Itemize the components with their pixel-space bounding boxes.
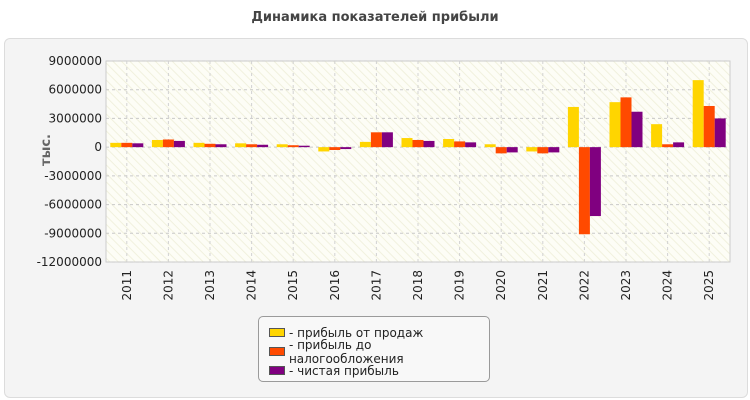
bar	[329, 147, 341, 151]
bar	[465, 142, 477, 148]
bar	[662, 144, 674, 148]
bar	[287, 145, 299, 148]
legend: - прибыль от продаж - прибыль до налогоо…	[258, 316, 490, 382]
y-tick-label: -12000000	[37, 255, 102, 269]
y-axis-label: тыс.	[39, 134, 54, 166]
bar	[589, 147, 601, 217]
legend-item: - прибыль от продаж	[269, 323, 489, 342]
bar	[537, 147, 549, 154]
x-tick-label: 2018	[411, 270, 425, 301]
bar	[298, 145, 310, 148]
legend-swatch	[269, 328, 285, 337]
x-tick-label: 2016	[328, 270, 342, 301]
y-tick-label: -6000000	[44, 198, 102, 212]
bar	[173, 140, 185, 148]
bar	[121, 142, 133, 148]
bar	[548, 147, 560, 153]
chart-title: Динамика показателей прибыли	[251, 10, 499, 25]
bar	[204, 143, 216, 148]
bar	[673, 142, 685, 148]
x-tick-label: 2021	[536, 270, 550, 301]
bar	[484, 144, 496, 148]
bar	[215, 144, 227, 148]
bar	[193, 142, 205, 148]
x-tick-label: 2023	[619, 270, 633, 301]
bar	[631, 111, 643, 148]
y-axis-ticks: 9000000 6000000 3000000 0 -3000000 -6000000 -9…	[37, 54, 102, 269]
y-tick-label: 3000000	[49, 111, 102, 125]
bar	[132, 143, 144, 148]
x-tick-label: 2020	[494, 270, 508, 301]
bar	[567, 106, 579, 148]
bar	[692, 80, 704, 148]
bars	[110, 80, 726, 235]
x-tick-label: 2019	[453, 270, 467, 301]
x-tick-label: 2012	[161, 270, 175, 301]
y-tick-label: 9000000	[49, 54, 102, 68]
bar	[443, 139, 455, 148]
bar	[276, 144, 288, 148]
bar	[526, 147, 538, 152]
bar	[340, 147, 352, 150]
bar	[506, 147, 518, 153]
bar	[609, 102, 621, 148]
legend-swatch	[269, 366, 285, 375]
bar	[318, 147, 330, 152]
bar	[246, 144, 258, 148]
y-tick-label: 6000000	[49, 83, 102, 97]
x-tick-label: 2011	[120, 270, 134, 301]
bar	[359, 141, 371, 148]
x-axis-ticks: 2011 2012 2013 2014 2015 2016 2017 2018 2019 2020…	[120, 270, 716, 301]
y-tick-label: 0	[94, 140, 102, 154]
bar	[651, 124, 663, 148]
bar	[401, 138, 413, 148]
bar	[703, 105, 715, 148]
bar	[381, 132, 393, 148]
bar	[620, 97, 632, 148]
bar	[412, 139, 424, 148]
x-tick-label: 2025	[702, 270, 716, 301]
bar	[495, 147, 507, 154]
legend-swatch	[269, 347, 285, 356]
y-tick-label: -9000000	[44, 226, 102, 240]
x-tick-label: 2014	[245, 270, 259, 301]
legend-label: - прибыль до налогообложения	[288, 337, 404, 366]
bar	[578, 147, 590, 235]
bar	[151, 139, 163, 148]
x-tick-label: 2017	[369, 270, 383, 301]
legend-label: - прибыль от продаж	[289, 325, 424, 340]
x-tick-label: 2024	[661, 270, 675, 301]
bar	[162, 139, 174, 148]
bar	[423, 140, 435, 148]
legend-item: - чистая прибыль	[269, 361, 489, 380]
bar	[235, 143, 247, 148]
bar	[257, 144, 269, 148]
bar	[454, 141, 466, 148]
x-tick-label: 2015	[286, 270, 300, 301]
y-tick-label: -3000000	[44, 169, 102, 183]
bar	[370, 132, 382, 148]
legend-label: - чистая прибыль	[289, 363, 399, 378]
plot-area	[105, 60, 731, 263]
bar	[714, 118, 726, 148]
x-tick-label: 2022	[577, 270, 591, 301]
x-tick-label: 2013	[203, 270, 217, 301]
legend-item: - прибыль до налогообложения	[269, 338, 489, 366]
bar	[110, 142, 122, 148]
